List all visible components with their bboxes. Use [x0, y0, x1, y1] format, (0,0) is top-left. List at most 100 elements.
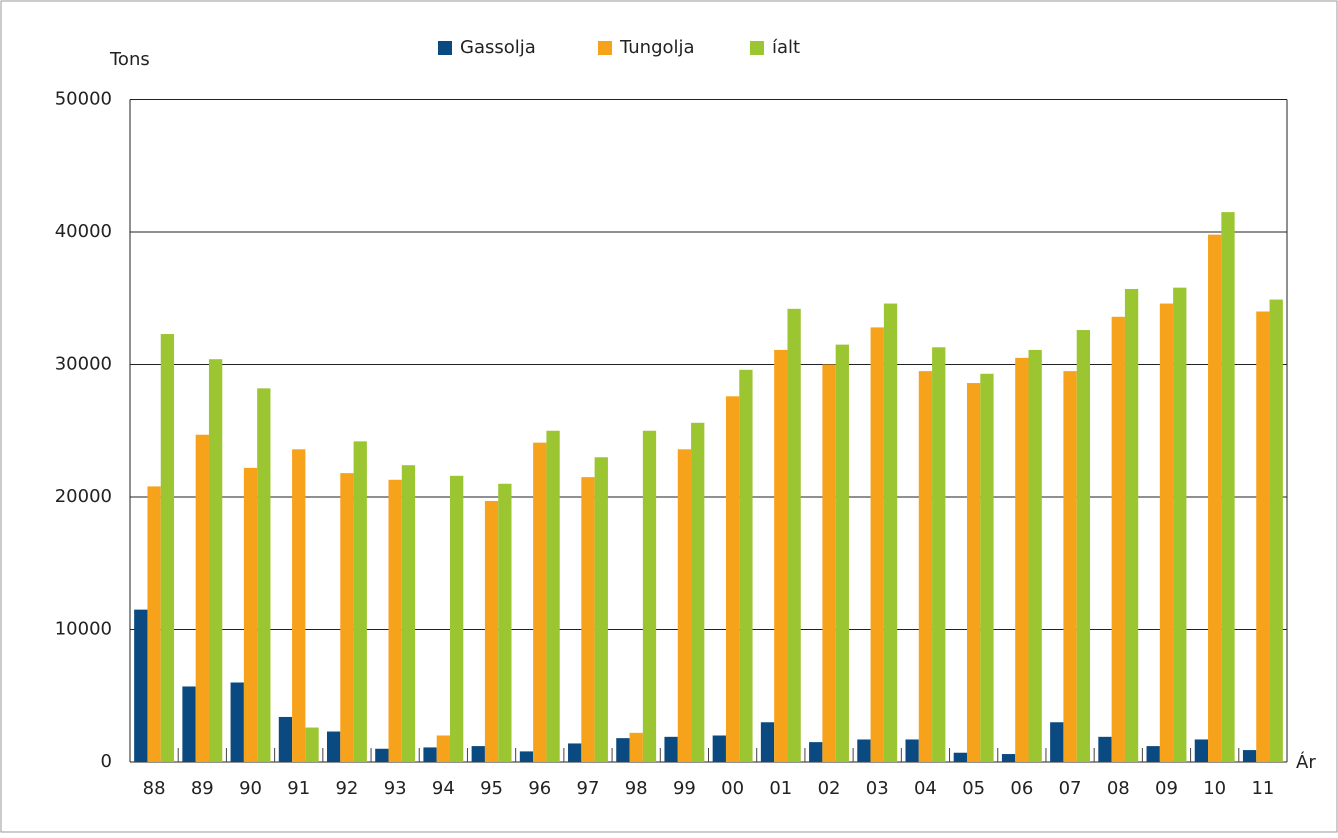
x-tick-label: 04: [914, 778, 937, 799]
bar: [1208, 234, 1222, 762]
bar: [353, 441, 367, 762]
bar: [147, 486, 161, 762]
bar: [388, 479, 402, 762]
bar: [774, 349, 788, 762]
x-tick-label: 95: [480, 778, 503, 799]
bar: [857, 739, 871, 762]
legend-label: Tungolja: [619, 37, 695, 58]
x-axis-label: Ár: [1296, 751, 1316, 773]
x-tick-label: 88: [143, 778, 166, 799]
bar: [760, 722, 775, 762]
x-tick-label: 05: [962, 778, 985, 799]
bar: [835, 344, 849, 762]
legend-swatch: [750, 41, 764, 55]
bar: [809, 742, 823, 762]
bar: [471, 746, 485, 762]
bar: [546, 430, 560, 762]
y-tick-label: 50000: [55, 89, 112, 110]
bar: [822, 364, 836, 762]
bar: [691, 422, 705, 762]
bar: [664, 736, 678, 762]
bar: [326, 731, 341, 762]
bar: [568, 743, 582, 762]
bar: [1015, 357, 1029, 762]
bar: [870, 327, 884, 762]
bar: [484, 500, 499, 762]
bar: [1146, 746, 1160, 762]
bar: [1269, 299, 1283, 762]
bar: [257, 388, 271, 762]
x-tick-label: 96: [528, 778, 551, 799]
bar: [401, 465, 416, 762]
bar: [305, 727, 319, 762]
bar: [725, 396, 740, 762]
bar: [533, 442, 547, 762]
bar: [292, 449, 306, 762]
x-tick-label: 11: [1251, 778, 1274, 799]
x-tick-label: 10: [1203, 778, 1226, 799]
bar: [278, 716, 293, 762]
bar: [1173, 287, 1187, 762]
bar: [1028, 349, 1042, 762]
bar: [1050, 722, 1064, 762]
bar: [436, 735, 451, 762]
bar: [340, 473, 354, 762]
bar: [1076, 330, 1091, 762]
x-tick-label: 93: [384, 778, 407, 799]
bar: [134, 609, 148, 762]
bar: [1242, 750, 1257, 762]
bar: [629, 732, 643, 762]
bar: [498, 483, 512, 762]
y-tick-label: 0: [101, 751, 112, 772]
bar: [423, 747, 437, 762]
x-tick-label: 94: [432, 778, 455, 799]
x-tick-label: 92: [335, 778, 358, 799]
bar: [980, 373, 994, 762]
x-tick-label: 00: [721, 778, 744, 799]
bar: [1001, 754, 1016, 762]
legend-swatch: [598, 41, 612, 55]
bar: [883, 303, 898, 762]
bar: [712, 735, 726, 762]
bar: [594, 457, 608, 762]
x-tick-label: 97: [577, 778, 600, 799]
x-tick-label: 01: [769, 778, 792, 799]
bar: [918, 371, 933, 762]
bar: [375, 748, 389, 762]
bar: [905, 739, 919, 762]
x-tick-label: 89: [191, 778, 214, 799]
x-tick-label: 08: [1107, 778, 1130, 799]
x-tick-label: 02: [818, 778, 841, 799]
bar: [1124, 288, 1139, 762]
y-tick-label: 40000: [55, 221, 112, 242]
x-tick-label: 07: [1059, 778, 1082, 799]
y-tick-label: 20000: [55, 486, 112, 507]
bar: [160, 334, 175, 762]
x-tick-label: 90: [239, 778, 262, 799]
bar: [195, 434, 209, 762]
bar: [616, 738, 630, 762]
bar: [243, 467, 258, 762]
x-tick-label: 03: [866, 778, 889, 799]
bar: [1256, 311, 1270, 762]
bar: [1098, 736, 1112, 762]
bar: [1221, 212, 1235, 762]
x-tick-label: 98: [625, 778, 648, 799]
bar: [1111, 316, 1125, 762]
bar: [1063, 371, 1077, 762]
bar: [208, 359, 223, 762]
y-tick-label: 30000: [55, 354, 112, 375]
bar: [182, 686, 196, 762]
bar: [787, 308, 801, 762]
y-tick-label: 10000: [55, 619, 112, 640]
bar: [953, 752, 967, 762]
bar: [739, 369, 753, 762]
bar: [519, 751, 534, 762]
bar: [642, 430, 657, 762]
x-tick-label: 06: [1010, 778, 1033, 799]
bar: [450, 475, 464, 762]
x-tick-label: 91: [287, 778, 310, 799]
bar: [966, 383, 981, 762]
x-tick-label: 99: [673, 778, 696, 799]
